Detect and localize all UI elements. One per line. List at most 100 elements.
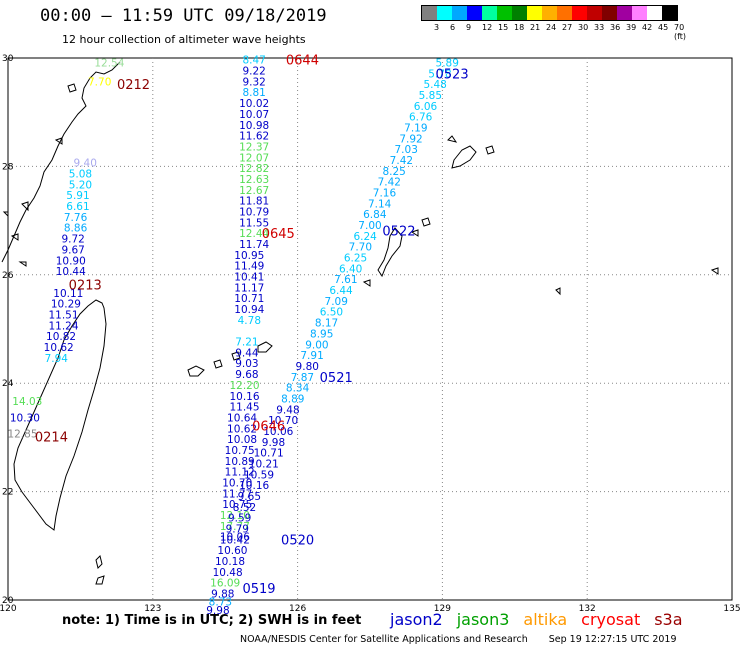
legend-swatch (542, 6, 557, 20)
wave-height-value: 12.44 (239, 228, 269, 240)
wave-height-value: 17.77 (220, 521, 250, 533)
wave-height-value: 6.06 (414, 101, 438, 113)
wave-height-value: 10.06 (263, 426, 293, 438)
wave-height-value: 5.91 (66, 190, 89, 202)
legend-label: 33 (594, 23, 605, 32)
wave-height-value: 7.03 (395, 144, 418, 156)
wave-height-value: 10.42 (220, 534, 250, 546)
wave-height-value: 7.92 (399, 133, 422, 145)
legend-swatch (572, 6, 587, 20)
legend-swatch (557, 6, 572, 20)
wave-height-value: 11.51 (48, 309, 78, 321)
wave-height-value: 9.44 (235, 347, 259, 359)
satellite-cryosat: cryosat (581, 610, 641, 629)
wave-height-value: 7.94 (45, 353, 69, 365)
wave-height-value: 7.42 (390, 155, 413, 167)
wave-height-value: 9.80 (296, 361, 319, 373)
legend-swatches (421, 5, 678, 21)
wave-height-value: 10.44 (56, 266, 86, 278)
axis-tick-labels: 120 123 126 129 132 135 30 28 26 24 22 20 (0, 54, 740, 614)
wave-height-value: 9.00 (305, 339, 328, 351)
taiwan-coastline (13, 299, 107, 531)
satellite-legend: jason2 jason3 altika cryosat s3a (390, 610, 697, 629)
wave-height-value: 7.76 (64, 212, 88, 224)
wave-height-value: 12.82 (239, 163, 269, 175)
lon-tick-label: 132 (579, 604, 596, 614)
wave-height-value: 8.89 (281, 393, 304, 405)
wave-height-value: 12.63 (239, 174, 269, 186)
wave-height-value: 10.90 (56, 255, 86, 267)
wave-height-value: 9.65 (238, 491, 261, 503)
wave-height-value: 10.89 (225, 456, 255, 468)
wave-height-value: 9.67 (61, 244, 84, 256)
wave-height-value: 4.78 (238, 315, 261, 327)
wave-height-value: 11.45 (229, 402, 259, 414)
pass-time-label: 0646 (252, 420, 285, 435)
wave-height-value: 10.82 (46, 331, 76, 343)
legend-swatch (662, 6, 677, 20)
legend-label: 15 (498, 23, 509, 32)
coastlines (1, 61, 719, 585)
lon-tick-label: 120 (0, 604, 17, 614)
wave-height-value: 7.61 (334, 274, 357, 286)
wave-height-value: 7.19 (404, 122, 427, 134)
footer-timestamp: Sep 19 12:27:15 UTC 2019 (548, 634, 677, 645)
wave-height-value: 12.67 (239, 185, 269, 197)
wave-height-value: 10.62 (44, 342, 74, 354)
pass-time-label: 0212 (117, 78, 150, 93)
legend-swatch (647, 6, 662, 20)
legend-label: 6 (450, 23, 456, 32)
wave-height-value: 10.06 (220, 532, 250, 544)
lon-tick-label: 135 (723, 604, 740, 614)
pass-time-label: 0645 (262, 227, 295, 242)
wave-height-value: 10.71 (254, 448, 284, 460)
wave-height-value: 8.34 (286, 383, 310, 395)
wave-height-value: 11.24 (48, 320, 78, 332)
wave-height-value: 10.75 (222, 499, 252, 511)
legend-label: 45 (658, 23, 669, 32)
wave-height-value: 6.40 (339, 263, 362, 275)
wave-height-value: 10.41 (234, 272, 264, 284)
pass-time-label: 0523 (436, 67, 469, 82)
legend-label: 3 (434, 23, 440, 32)
wave-height-value: 8.52 (233, 502, 256, 514)
china-coastline (1, 61, 121, 263)
wave-height-value: 10.98 (239, 120, 269, 132)
wave-height-value: 12.20 (229, 380, 259, 392)
lon-tick-label: 129 (434, 604, 451, 614)
wave-height-value: 11.62 (239, 131, 269, 143)
pass-time-label: 0519 (242, 582, 275, 597)
china-coast-islands (2, 83, 77, 267)
wave-height-value: 10.70 (268, 415, 298, 427)
wave-height-value: 7.14 (368, 198, 392, 210)
wave-height-value: 10.95 (234, 250, 264, 262)
legend-swatch (452, 6, 467, 20)
wave-height-value: 14.03 (12, 396, 42, 408)
pass-time-label: 0214 (35, 430, 68, 445)
wave-height-value: 10.64 (227, 412, 257, 424)
wave-height-value: 9.59 (228, 513, 251, 525)
okinawa-coastline (377, 227, 403, 278)
wave-height-value: 7.21 (235, 337, 258, 349)
legend-swatch (602, 6, 617, 20)
track-jason2-pass-0519-0523: 5.895.785.485.856.066.767.197.927.037.42… (206, 57, 459, 616)
lat-tick-label: 20 (2, 596, 14, 606)
track-cryosat-pass-0644-0646: 8.479.229.328.8110.0210.0710.9811.6212.3… (220, 55, 270, 544)
wave-height-value: 7.70 (88, 76, 111, 88)
footer: NOAA/NESDIS Center for Satellite Applica… (240, 634, 695, 645)
pass-time-label: 0644 (286, 54, 319, 69)
wave-height-value: 8.25 (382, 166, 405, 178)
lat-tick-label: 22 (2, 488, 13, 498)
lon-tick-label: 123 (144, 604, 161, 614)
lat-tick-label: 26 (2, 271, 14, 281)
wave-height-value: 10.79 (239, 206, 269, 218)
pass-time-label: 0522 (382, 224, 415, 239)
page-subtitle: 12 hour collection of altimeter wave hei… (62, 33, 306, 46)
wave-height-value: 11.55 (239, 217, 269, 229)
wave-height-value: 5.48 (423, 79, 446, 91)
legend-swatch (467, 6, 482, 20)
wave-height-value: 11.74 (239, 239, 269, 251)
wave-height-value: 9.40 (74, 158, 97, 170)
lat-lon-grid (7, 57, 733, 601)
